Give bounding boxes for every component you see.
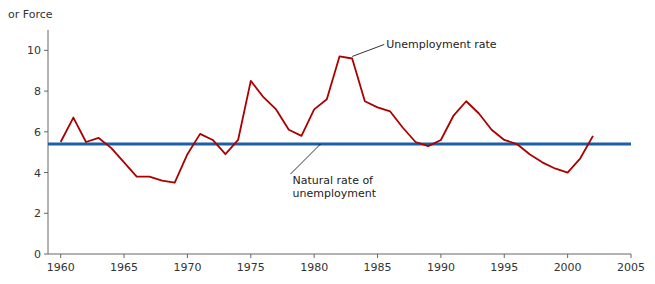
y-tick [44,254,48,255]
x-tick-label: 2000 [554,261,582,274]
annotations: Unemployment rate Natural rate ofunemploy… [290,38,496,200]
x-tick [250,254,251,258]
x-tick-label: 1965 [110,261,138,274]
x-tick-label: 1980 [300,261,328,274]
x-tick [567,254,568,258]
plot-area [48,56,631,182]
x-tick-label: 1960 [47,261,75,274]
x-tick [440,254,441,258]
y-tick-label: 6 [34,126,41,139]
x-axis-line [48,254,631,255]
x-tick [314,254,315,258]
y-tick-label: 8 [34,85,41,98]
x-tick-label: 1995 [490,261,518,274]
x-tick-label: 1975 [237,261,265,274]
x-tick-label: 1990 [427,261,455,274]
unemployment-line [61,56,593,182]
y-axis-line [48,30,49,254]
annotation: Natural rate ofunemployment [292,174,376,200]
axes: 1960 1965 1970 1975 1980 1985 1990 1995 2000 2005… [27,30,645,274]
y-tick [44,213,48,214]
chart: 1960 1965 1970 1975 1980 1985 1990 1995 2000 2005… [0,0,655,284]
x-tick-label: 1970 [173,261,201,274]
y-tick-label: 2 [34,207,41,220]
x-tick [187,254,188,258]
x-tick [60,254,61,258]
x-tick [124,254,125,258]
y-tick-label: 10 [27,44,41,57]
annotation: Unemployment rate [386,38,497,51]
y-tick-label: 0 [34,248,41,261]
natural-rate-line [48,143,631,146]
y-tick [44,172,48,173]
y-tick [44,91,48,92]
y-tick [44,50,48,51]
x-tick-label: 1985 [364,261,392,274]
x-tick-label: 2005 [617,261,645,274]
y-label: or Force [8,8,53,21]
y-tick-label: 4 [34,167,41,180]
annotation-leader [290,144,320,174]
y-tick [44,131,48,132]
x-tick [504,254,505,258]
x-tick [631,254,632,258]
x-tick [377,254,378,258]
annotation-leader [352,44,384,56]
